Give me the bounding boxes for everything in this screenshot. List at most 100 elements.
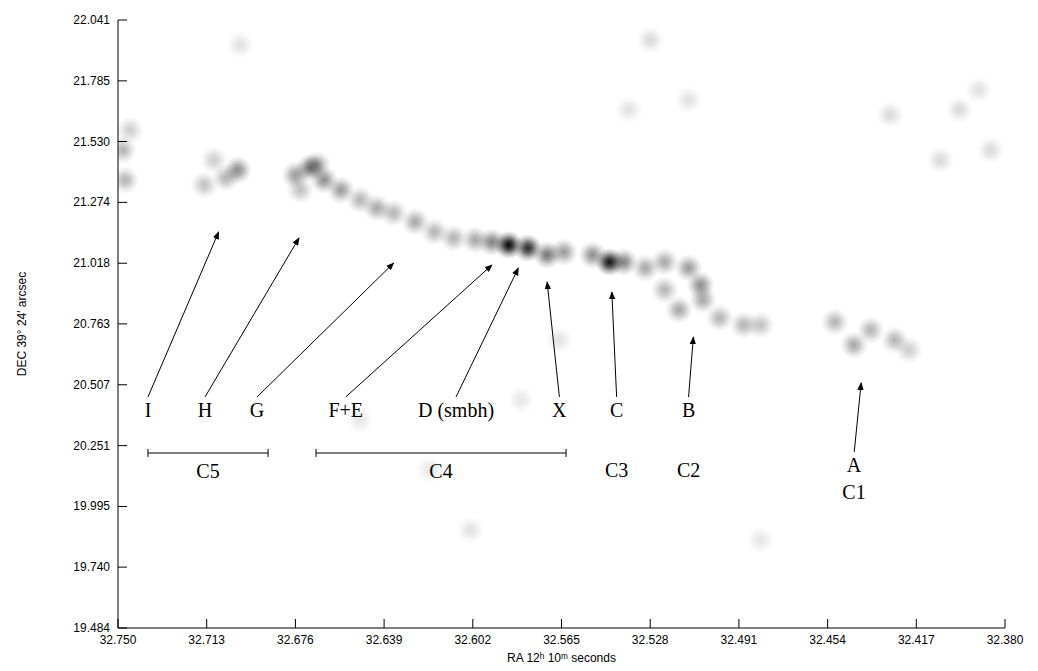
- x-tick: [738, 619, 739, 628]
- emission-blob: [200, 146, 228, 174]
- x-tick-label: 32.491: [721, 633, 758, 647]
- emission: [118, 26, 1005, 554]
- emission-blob: [821, 308, 849, 336]
- y-tick-label: 22.041: [73, 13, 110, 27]
- y-tick: [118, 445, 127, 446]
- x-tick-label: 32.676: [277, 633, 314, 647]
- emission-blob: [456, 516, 484, 544]
- component-bracket: [148, 449, 268, 457]
- pointer-arrow: [854, 383, 861, 452]
- y-tick-label: 19.995: [73, 499, 110, 513]
- y-tick-label: 21.274: [73, 195, 110, 209]
- pointer-arrow: [612, 292, 617, 397]
- y-tick: [118, 567, 127, 568]
- emission-blob: [746, 311, 774, 339]
- emission-blob: [507, 386, 535, 414]
- bracket-end: [147, 449, 148, 457]
- component-label: I: [145, 399, 152, 421]
- x-axis-title: RA 12ʰ 10ᵐ seconds: [507, 651, 616, 665]
- component-label: B: [682, 399, 695, 421]
- pointer-arrow: [257, 263, 394, 397]
- y-tick: [118, 202, 127, 203]
- emission-blob: [977, 136, 1005, 164]
- y-tick-label: 21.018: [73, 256, 110, 270]
- y-tick: [118, 384, 127, 385]
- emission-blob: [926, 146, 954, 174]
- x-tick: [916, 619, 917, 628]
- emission-blob: [746, 526, 774, 554]
- bracket-line: [316, 452, 566, 453]
- y-tick: [118, 323, 127, 324]
- bracket-end: [268, 449, 269, 457]
- component-label: F+E: [328, 399, 363, 421]
- x-tick: [118, 619, 119, 628]
- background: [0, 0, 1038, 671]
- y-tick-label: 21.530: [73, 135, 110, 149]
- bracket-label: C4: [429, 460, 452, 482]
- y-tick-label: 19.740: [73, 560, 110, 574]
- emission-blob: [579, 241, 607, 269]
- emission-blob: [895, 336, 923, 364]
- emission-blob: [651, 276, 679, 304]
- emission-blob: [636, 26, 664, 54]
- component-label: G: [250, 399, 264, 421]
- x-tick-label: 32.454: [809, 633, 846, 647]
- component-label: C1: [842, 481, 865, 503]
- x-tick-label: 32.639: [366, 633, 403, 647]
- x-tick-label: 32.565: [543, 633, 580, 647]
- emission-blob: [550, 238, 578, 266]
- x-tick: [827, 619, 828, 628]
- y-tick-label: 21.785: [73, 74, 110, 88]
- chart: 32.75032.71332.67632.63932.60232.56532.5…: [0, 0, 1038, 671]
- bracket-label: C5: [196, 460, 219, 482]
- x-tick: [650, 619, 651, 628]
- component-label: X: [552, 399, 567, 421]
- x-tick: [472, 619, 473, 628]
- emission-blob: [651, 248, 679, 276]
- emission-blob: [876, 101, 904, 129]
- y-tick: [118, 628, 127, 629]
- emission-blob: [675, 86, 703, 114]
- pointer-arrow: [689, 337, 694, 397]
- x-tick: [384, 619, 385, 628]
- emission-blob: [545, 326, 573, 354]
- emission-blob: [303, 151, 331, 179]
- emission-blob: [190, 171, 218, 199]
- x-tick: [561, 619, 562, 628]
- pointer-arrow: [205, 238, 299, 397]
- x-tick-label: 32.417: [898, 633, 935, 647]
- emission-blob: [118, 166, 139, 194]
- emission-blob: [965, 76, 993, 104]
- y-tick: [118, 80, 127, 81]
- emission-blob: [286, 176, 314, 204]
- y-tick: [118, 506, 127, 507]
- component-label: C: [610, 399, 623, 421]
- bracket-end: [566, 449, 567, 457]
- x-tick-label: 32.380: [987, 633, 1024, 647]
- emission-blob: [226, 31, 254, 59]
- y-tick-label: 20.251: [73, 439, 110, 453]
- x-tick: [295, 619, 296, 628]
- x-tick: [1005, 619, 1006, 628]
- pointer-arrow: [148, 232, 219, 397]
- y-tick-label: 20.507: [73, 378, 110, 392]
- x-tick-label: 32.750: [100, 633, 137, 647]
- bracket-line: [148, 452, 268, 453]
- x-tick: [206, 619, 207, 628]
- bracket-end: [316, 449, 317, 457]
- y-tick-label: 19.484: [73, 621, 110, 635]
- y-tick: [118, 263, 127, 264]
- y-tick: [118, 20, 127, 21]
- emission-blob: [857, 316, 885, 344]
- y-tick: [118, 141, 127, 142]
- emission-blob: [118, 116, 144, 144]
- component-label: H: [198, 399, 212, 421]
- component-label: A: [847, 454, 862, 476]
- y-axis-title: DEC 39° 24′ arcsec: [15, 272, 29, 376]
- component-label: C2: [677, 459, 700, 481]
- x-tick-label: 32.602: [454, 633, 491, 647]
- pointer-arrow: [346, 265, 492, 397]
- x-tick-label: 32.713: [188, 633, 225, 647]
- pointer-arrow: [456, 268, 518, 397]
- component-bracket: [316, 449, 566, 457]
